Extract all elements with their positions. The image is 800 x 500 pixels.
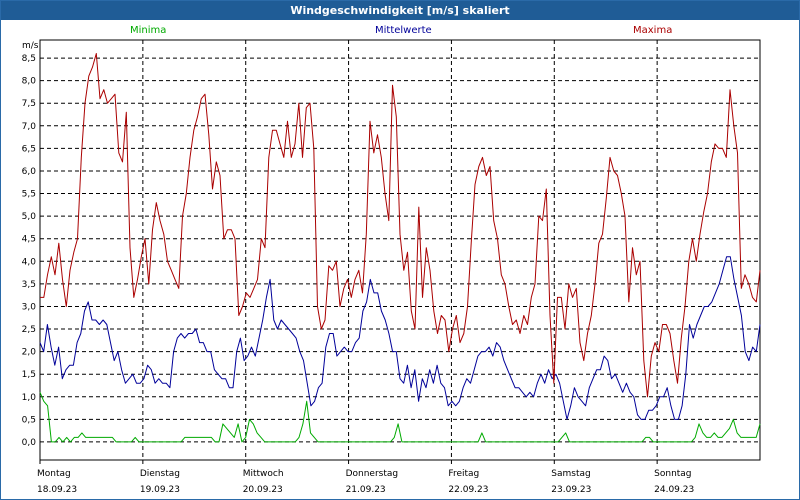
y-tick-label: 3,5 xyxy=(22,280,36,290)
y-tick-label: 4,5 xyxy=(22,235,36,245)
x-tick-date: 19.09.23 xyxy=(140,485,180,495)
x-tick-day: Mittwoch xyxy=(243,469,284,479)
y-tick-label: 5,0 xyxy=(22,212,37,222)
x-tick-day: Montag xyxy=(37,469,71,479)
legend-mittelwerte: Mittelwerte xyxy=(375,25,432,36)
y-tick-label: 0,0 xyxy=(22,438,37,448)
x-tick-date: 23.09.23 xyxy=(551,485,591,495)
y-tick-label: 8,0 xyxy=(22,77,37,87)
x-tick-day: Freitag xyxy=(448,469,479,479)
x-axis: Montag 18.09.23 Dienstag 19.09.23 Mittwoch 20… xyxy=(37,460,694,495)
y-tick-label: 6,5 xyxy=(22,144,36,154)
x-tick-date: 22.09.23 xyxy=(448,485,488,495)
series-line-mittelwerte xyxy=(39,256,761,420)
y-tick-label: 4,0 xyxy=(22,257,37,267)
y-tick-label: 0,5 xyxy=(22,415,36,425)
x-tick-date: 24.09.23 xyxy=(654,485,694,495)
chart-title: Windgeschwindigkeit [m/s] skaliert xyxy=(1,1,799,20)
plot-area xyxy=(39,39,761,461)
series-line-minima xyxy=(39,392,761,443)
grid xyxy=(40,40,760,460)
y-tick-label: 7,0 xyxy=(22,122,37,132)
x-tick-day: Dienstag xyxy=(140,469,180,479)
x-tick-date: 20.09.23 xyxy=(243,485,283,495)
x-tick-day: Donnerstag xyxy=(346,469,399,479)
series-lines xyxy=(39,53,761,443)
x-tick-date: 18.09.23 xyxy=(37,485,77,495)
legend-minima: Minima xyxy=(130,25,167,36)
y-tick-label: 3,0 xyxy=(22,302,37,312)
y-axis-label: m/s xyxy=(22,41,39,51)
x-tick-day: Samstag xyxy=(551,469,590,479)
y-tick-label: 2,5 xyxy=(22,325,36,335)
y-axis: 0,0 0,5 1,0 1,5 2,0 2,5 3,0 3,5 4,0 4,5 5,0 5,5 6,0 6… xyxy=(22,54,37,448)
x-tick-day: Sonntag xyxy=(654,469,691,479)
legend-maxima: Maxima xyxy=(633,25,673,36)
y-tick-label: 7,5 xyxy=(22,99,36,109)
y-tick-label: 1,5 xyxy=(22,370,36,380)
x-tick-date: 21.09.23 xyxy=(346,485,386,495)
y-tick-label: 1,0 xyxy=(22,393,37,403)
y-tick-label: 2,0 xyxy=(22,348,37,358)
y-tick-label: 8,5 xyxy=(22,54,36,64)
y-tick-label: 6,0 xyxy=(22,167,37,177)
y-tick-label: 5,5 xyxy=(22,190,36,200)
series-line-maxima xyxy=(40,53,761,398)
